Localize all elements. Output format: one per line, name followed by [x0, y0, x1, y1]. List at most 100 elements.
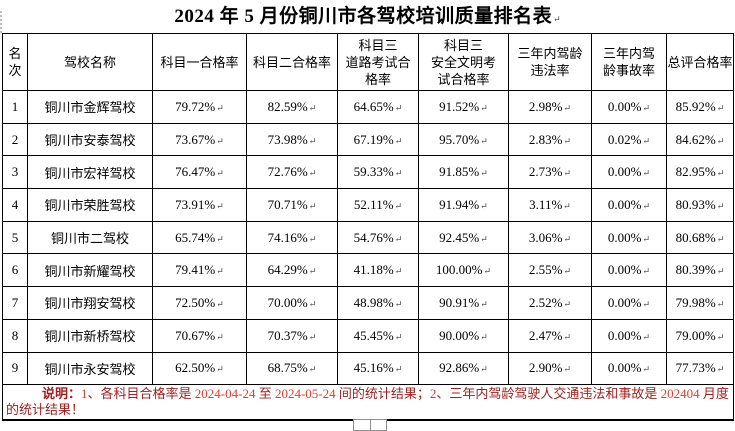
pilcrow-mark: ↵	[642, 298, 651, 309]
table-body: 1 铜川市金辉驾校 79.72%↵ 82.59%↵ 64.65%↵ 91.52%↵ 2.98…	[2, 90, 734, 386]
note-segment: 1	[81, 386, 88, 402]
cell-value: 铜川市荣胜驾校	[44, 198, 136, 214]
cell-subject2-pass-rate: 70.37%↵	[246, 318, 338, 353]
cell-value: 0.00%	[607, 229, 642, 245]
pilcrow-mark: ↵	[394, 200, 403, 211]
cell-school-name: 铜川市宏祥驾校	[27, 155, 153, 190]
cell-value: 3.06%	[528, 229, 563, 245]
cell-value: 0.00%	[607, 262, 642, 278]
cell-subject3-road-pass-rate: 52.11%↵	[337, 188, 419, 222]
cell-value: 100.00%	[435, 262, 483, 278]
column-header-accident-rate: 三年内驾 龄事故率	[591, 33, 667, 91]
cell-subject3-safety-pass-rate: 95.70%↵	[418, 122, 509, 157]
pilcrow-mark: ↵	[308, 135, 317, 146]
cell-school-name: 铜川市安泰驾校	[27, 122, 153, 157]
page-nav-handle[interactable]	[353, 419, 387, 431]
cell-subject3-road-pass-rate: 54.76%↵	[337, 220, 419, 255]
pilcrow-mark: ↵	[480, 298, 488, 309]
pilcrow-mark: ↵	[563, 331, 572, 342]
pilcrow-mark: ↵	[642, 266, 651, 277]
cell-value: 3.11%	[529, 196, 563, 212]
pilcrow-mark: ↵	[716, 364, 725, 375]
cell-value: 70.37%	[267, 327, 308, 343]
cell-subject1-pass-rate: 62.50%↵	[152, 351, 247, 386]
cell-value: 铜川市二驾校	[50, 231, 129, 247]
cell-value: 0.00%	[607, 196, 642, 212]
cell-value: 铜川市金辉驾校	[44, 100, 136, 116]
pilcrow-mark: ↵	[563, 364, 572, 375]
pilcrow-mark: ↵	[480, 364, 488, 375]
cell-value: 91.94%	[439, 196, 480, 212]
cell-value: 62.50%	[175, 360, 216, 376]
cell-value: 76.47%	[175, 164, 216, 180]
cell-subject3-safety-pass-rate: 91.85%↵	[418, 155, 509, 190]
cell-value: 48.98%	[353, 294, 394, 310]
table-row: 9 铜川市永安驾校 62.50%↵ 68.75%↵ 45.16%↵ 92.86%↵ 2.90…	[2, 351, 734, 386]
cell-subject3-safety-pass-rate: 92.45%↵	[418, 220, 509, 255]
pilcrow-mark: ↵	[716, 200, 725, 211]
cell-subject1-pass-rate: 70.67%↵	[152, 318, 247, 353]
cell-value: 8	[11, 327, 19, 343]
cell-value: 92.45%	[439, 229, 480, 245]
page-nav-handle-right[interactable]	[370, 419, 387, 431]
cell-value: 64.29%	[267, 262, 308, 278]
cell-subject3-road-pass-rate: 45.16%↵	[337, 351, 419, 386]
cell-subject1-pass-rate: 76.47%↵	[152, 155, 247, 190]
cell-value: 90.91%	[439, 294, 480, 310]
cell-value: 80.68%	[675, 229, 716, 245]
cell-value: 9	[11, 360, 19, 376]
cell-rank: 1	[2, 90, 28, 124]
cell-rank: 2	[2, 122, 28, 157]
cell-value: 2.83%	[528, 131, 563, 147]
cell-value: 80.39%	[675, 262, 716, 278]
cell-value: 79.41%	[175, 262, 216, 278]
cell-overall-pass-rate: 77.73%↵	[666, 351, 734, 386]
note-segment: 、三年内驾龄驾驶人交通违法和事故是	[436, 386, 661, 402]
ruler-tick-mark	[0, 11, 2, 33]
pilcrow-mark: ↵	[308, 102, 317, 113]
pilcrow-mark: ↵	[394, 168, 403, 179]
pilcrow-mark: ↵	[308, 266, 317, 277]
pilcrow-mark: ↵	[308, 168, 317, 179]
note-text: 说明：1、各科目合格率是 2024-04-24 至 2024-05-24 间的统…	[4, 386, 733, 419]
cell-value: 73.91%	[175, 196, 216, 212]
cell-rank: 6	[2, 253, 28, 288]
cell-value: 0.00%	[607, 360, 642, 376]
column-header-subject1-pass-rate: 科目一合格率	[152, 33, 247, 91]
cell-value: 45.16%	[353, 360, 394, 376]
cell-violation-rate: 2.73%↵	[508, 155, 592, 190]
cell-school-name: 铜川市翔安驾校	[27, 286, 153, 320]
cell-value: 84.62%	[675, 131, 716, 147]
pilcrow-mark: ↵	[216, 364, 224, 375]
pilcrow-mark: ↵	[308, 331, 317, 342]
cell-rank: 4	[2, 188, 28, 222]
pilcrow-mark: ↵	[716, 102, 725, 113]
pilcrow-mark: ↵	[308, 364, 317, 375]
cell-accident-rate: 0.00%↵	[591, 286, 667, 320]
cell-rank: 3	[2, 155, 28, 190]
note-segment: 2024-05-24	[274, 386, 336, 402]
note-segment: 2	[429, 386, 437, 402]
page-nav-handle-left[interactable]	[353, 419, 371, 431]
cell-value: 70.00%	[267, 294, 308, 310]
cell-overall-pass-rate: 79.98%↵	[666, 286, 734, 320]
pilcrow-mark: ↵	[480, 102, 488, 113]
pilcrow-mark: ↵	[216, 266, 224, 277]
cell-value: 77.73%	[675, 360, 716, 376]
cell-value: 65.74%	[175, 229, 216, 245]
pilcrow-mark: ↵	[716, 233, 725, 244]
cell-value: 79.72%	[175, 98, 216, 114]
column-header-subject3-road-pass-rate: 科目三 道路考试合 格率	[337, 33, 419, 91]
cell-value: 67.19%	[353, 131, 394, 147]
pilcrow-mark: ↵	[563, 168, 572, 179]
cell-value: 铜川市翔安驾校	[44, 296, 136, 312]
pilcrow-mark: ↵	[642, 364, 651, 375]
cell-violation-rate: 2.83%↵	[508, 122, 592, 157]
table-row: 7 铜川市翔安驾校 72.50%↵ 70.00%↵ 48.98%↵ 90.91%↵ 2.52…	[2, 286, 734, 320]
cell-value: 铜川市新耀驾校	[44, 263, 136, 279]
cell-accident-rate: 0.00%↵	[591, 351, 667, 386]
cell-violation-rate: 2.52%↵	[508, 286, 592, 320]
cell-value: 72.76%	[267, 164, 308, 180]
cell-subject1-pass-rate: 79.72%↵	[152, 90, 247, 124]
